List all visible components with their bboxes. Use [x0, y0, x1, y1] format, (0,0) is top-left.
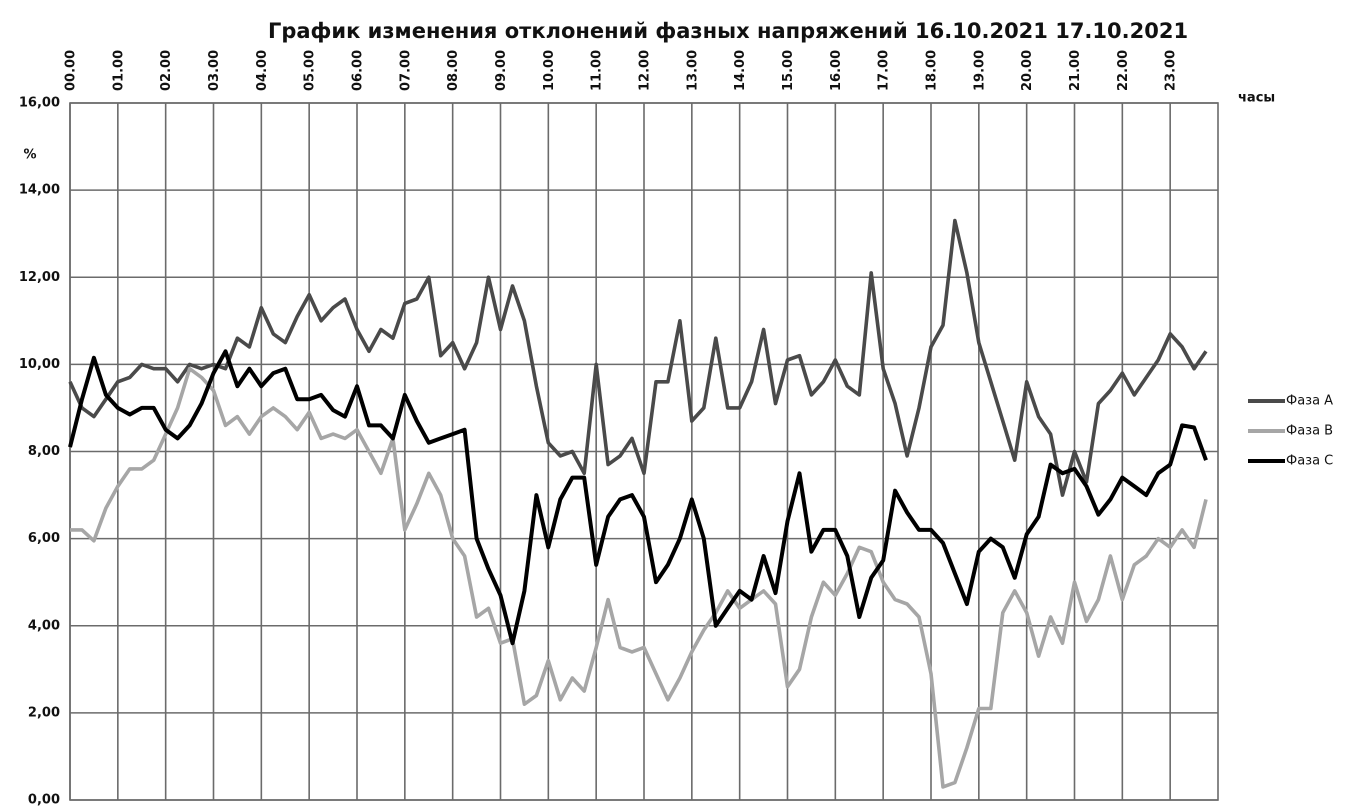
chart-title: График изменения отклонений фазных напря… — [268, 19, 1188, 43]
series-line — [68, 218, 1208, 497]
legend-label: Фаза С — [1286, 454, 1333, 469]
x-tick-label: 06.00 — [351, 50, 366, 91]
x-tick-label: 21.00 — [1068, 50, 1083, 91]
x-tick-label: 10.00 — [542, 50, 557, 91]
x-tick-label: 14.00 — [733, 50, 748, 91]
x-tick-label: 04.00 — [255, 50, 270, 91]
x-tick-label: 01.00 — [111, 50, 126, 91]
legend-label: Фаза В — [1286, 424, 1333, 439]
x-tick-label: 11.00 — [590, 50, 605, 91]
y-tick-label: 8,00 — [28, 444, 60, 459]
y-axis-label: % — [23, 148, 36, 163]
x-tick-label: 02.00 — [159, 50, 174, 91]
y-tick-label: 6,00 — [28, 531, 60, 546]
x-tick-label: 18.00 — [925, 50, 940, 91]
y-tick-label: 4,00 — [28, 618, 60, 633]
x-tick-label: 17.00 — [877, 50, 892, 91]
legend-label: Фаза А — [1286, 394, 1333, 409]
x-tick-label: 12.00 — [638, 50, 653, 91]
x-tick-label: 07.00 — [398, 50, 413, 91]
x-tick-label: 20.00 — [1020, 50, 1035, 91]
x-tick-label: 05.00 — [303, 50, 318, 91]
x-axis-label: часы — [1238, 91, 1275, 106]
y-tick-label: 2,00 — [28, 705, 60, 720]
series-line — [68, 349, 1208, 646]
x-tick-label: 00.00 — [64, 50, 79, 91]
y-tick-label: 10,00 — [19, 357, 60, 372]
x-tick-label: 08.00 — [446, 50, 461, 91]
y-tick-label: 14,00 — [19, 183, 60, 198]
x-tick-label: 19.00 — [972, 50, 987, 91]
x-tick-label: 22.00 — [1116, 50, 1131, 91]
x-tick-label: 15.00 — [781, 50, 796, 91]
y-tick-label: 12,00 — [19, 270, 60, 285]
x-tick-label: 23.00 — [1164, 50, 1179, 91]
x-tick-label: 16.00 — [829, 50, 844, 91]
x-tick-label: 03.00 — [207, 50, 222, 91]
x-tick-label: 13.00 — [685, 50, 700, 91]
y-tick-label: 16,00 — [19, 96, 60, 111]
y-tick-label: 0,00 — [28, 793, 60, 808]
x-tick-label: 09.00 — [494, 50, 509, 91]
series-line — [70, 366, 1208, 789]
